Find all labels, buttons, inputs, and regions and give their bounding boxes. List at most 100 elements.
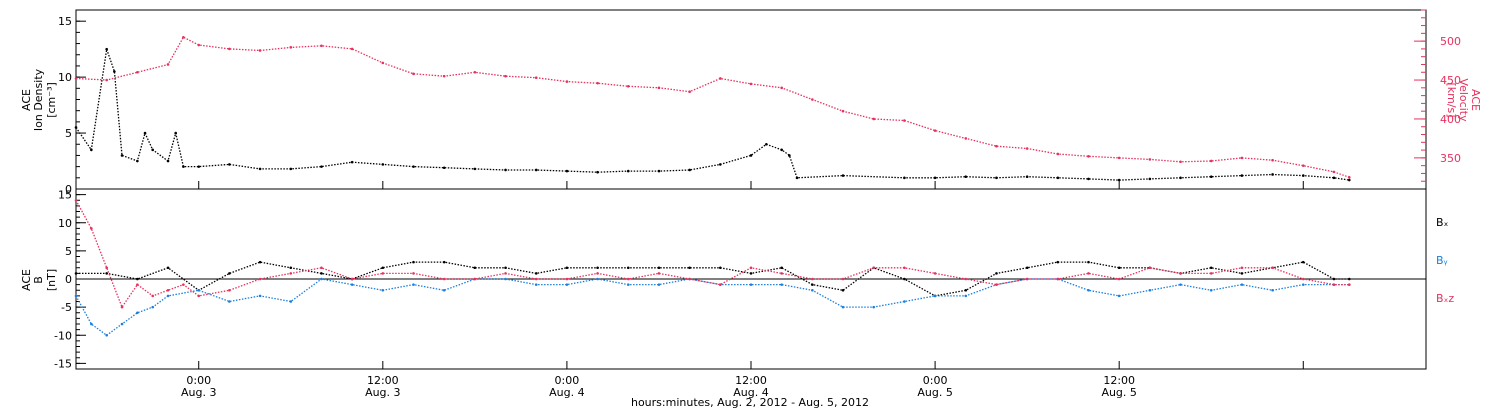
data-point	[473, 167, 477, 171]
data-point	[151, 294, 155, 298]
data-point	[688, 168, 691, 172]
data-point	[1271, 173, 1274, 176]
data-point	[1117, 178, 1121, 182]
data-point	[964, 288, 968, 292]
data-point	[381, 61, 385, 65]
data-point	[933, 176, 937, 180]
data-point	[841, 305, 845, 309]
data-point	[1148, 288, 1152, 292]
data-point	[657, 272, 661, 275]
data-point	[1087, 260, 1090, 264]
data-point	[412, 260, 415, 264]
data-point	[596, 272, 599, 275]
data-point	[143, 131, 147, 135]
data-point	[1179, 176, 1182, 180]
data-point	[120, 322, 124, 326]
data-point	[289, 167, 293, 171]
data-point	[1025, 266, 1029, 270]
data-point	[412, 72, 415, 76]
data-point	[105, 272, 108, 275]
data-point	[136, 283, 139, 286]
data-point	[1117, 294, 1121, 298]
data-point	[1347, 277, 1351, 281]
data-point	[657, 169, 661, 173]
data-point	[903, 277, 906, 281]
y-tick-label: 10	[58, 71, 72, 84]
data-point	[1240, 283, 1244, 286]
data-point	[1209, 272, 1213, 275]
data-point	[903, 266, 906, 270]
data-point	[749, 283, 753, 286]
data-point	[473, 70, 477, 74]
data-point	[90, 322, 93, 326]
x-tick-date: Aug. 5	[1101, 386, 1136, 399]
data-point	[903, 300, 906, 303]
data-point	[174, 131, 178, 135]
data-point	[1209, 288, 1213, 292]
data-point	[841, 174, 845, 177]
data-point	[473, 277, 477, 281]
data-point	[657, 266, 661, 270]
data-point	[1148, 177, 1152, 181]
data-point	[1332, 170, 1336, 174]
data-point	[1025, 147, 1029, 150]
data-point	[688, 277, 691, 281]
data-point	[136, 277, 139, 281]
data-point	[841, 109, 845, 113]
data-point	[1117, 156, 1121, 160]
data-point	[1301, 260, 1305, 264]
data-point	[74, 198, 78, 202]
data-point	[74, 77, 78, 80]
data-point	[811, 283, 814, 286]
data-point	[795, 176, 799, 180]
data-point	[442, 260, 446, 264]
data-point	[1179, 283, 1182, 286]
data-point	[811, 98, 814, 101]
data-point	[74, 272, 78, 275]
data-point	[320, 277, 323, 281]
y-tick-label: 0	[65, 273, 72, 286]
x-tick-time: 12:00	[735, 374, 767, 387]
data-point	[136, 311, 139, 315]
data-point	[780, 272, 783, 275]
x-tick-time: 0:00	[555, 374, 580, 387]
data-point	[719, 163, 722, 166]
data-point	[350, 277, 354, 281]
data-point	[1332, 176, 1336, 180]
data-point	[504, 272, 507, 275]
data-point	[412, 165, 415, 168]
x-tick-time: 0:00	[923, 374, 948, 387]
data-point	[534, 272, 538, 275]
data-point	[182, 283, 185, 286]
data-point	[534, 168, 538, 172]
data-point	[289, 46, 293, 49]
data-point	[749, 266, 753, 270]
data-point	[1271, 158, 1274, 162]
data-point	[1025, 175, 1029, 178]
data-point	[1240, 174, 1244, 177]
data-point	[182, 165, 185, 168]
data-point	[113, 70, 116, 73]
y2-tick-label: 400	[1440, 113, 1461, 126]
data-point	[166, 63, 170, 66]
data-point	[1056, 277, 1060, 281]
top-y2label-line2: Velocity	[1457, 78, 1470, 122]
data-point	[151, 305, 155, 309]
data-point	[1025, 277, 1029, 281]
top-y2label-line1: ACE	[1469, 89, 1482, 111]
data-point	[442, 166, 446, 170]
x-tick-time: 12:00	[1103, 374, 1135, 387]
data-point	[565, 80, 569, 83]
y-tick-label: 15	[58, 15, 72, 28]
panel-frame	[75, 9, 1427, 190]
data-point	[1301, 164, 1305, 167]
data-point	[320, 266, 323, 270]
data-point	[749, 82, 753, 86]
data-point	[350, 47, 354, 51]
data-point	[320, 44, 323, 48]
data-point	[1087, 272, 1090, 275]
series-line-2	[75, 199, 1350, 309]
data-point	[1179, 160, 1182, 164]
data-point	[166, 159, 170, 163]
data-point	[1117, 266, 1121, 270]
